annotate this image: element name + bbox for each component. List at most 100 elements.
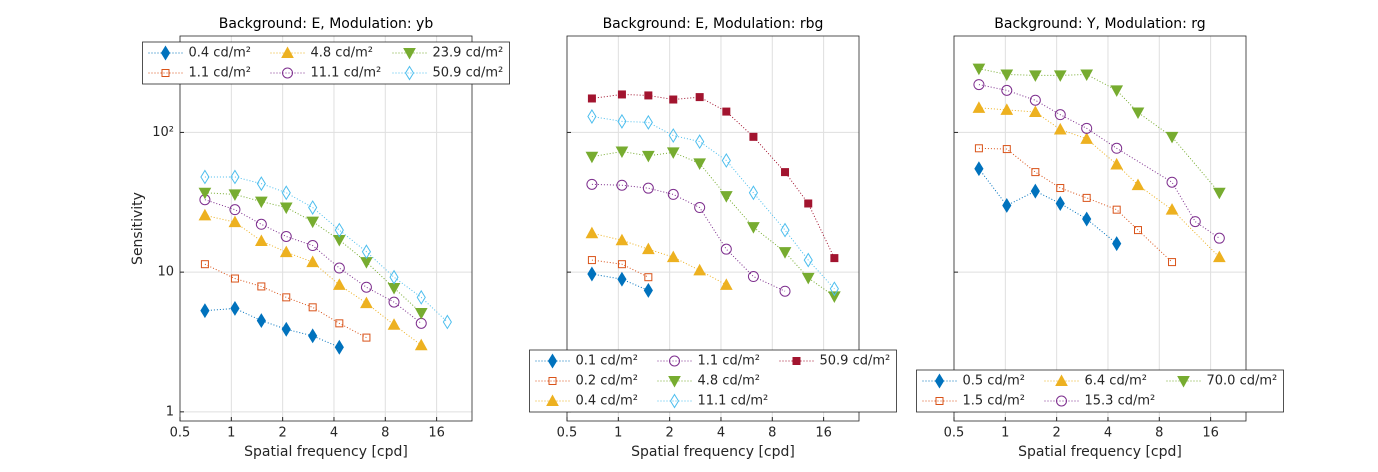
data-point [200, 169, 210, 185]
legend-marker [404, 65, 415, 81]
data-point [668, 128, 678, 143]
legend-label: 0.4 cd/m² [576, 394, 638, 409]
data-point [388, 296, 400, 308]
data-point [228, 215, 242, 228]
data-point [643, 282, 653, 298]
x-axis-label: Spatial frequency [cpd] [244, 444, 408, 460]
data-point [748, 185, 759, 201]
legend-label: 0.5 cd/m² [963, 374, 1025, 389]
data-point [334, 339, 344, 355]
data-point [1029, 70, 1042, 82]
data-point [1055, 196, 1065, 211]
legend-marker [935, 397, 944, 405]
data-point [617, 260, 626, 269]
data-point [1000, 69, 1014, 81]
series-line [204, 263, 367, 339]
x-tick-label: 2 [666, 426, 674, 441]
data-point [360, 281, 372, 293]
data-point [255, 234, 268, 247]
legend-marker [282, 67, 293, 79]
legend-box [529, 349, 897, 413]
data-point [1110, 157, 1124, 170]
data-point [719, 278, 733, 290]
legend-marker [1056, 395, 1067, 407]
data-point [228, 189, 242, 201]
data-point [615, 146, 629, 159]
data-point [1110, 85, 1124, 97]
legend-label: 1.1 cd/m² [698, 354, 760, 369]
y-tick-label: 1 [166, 404, 174, 419]
data-point [587, 266, 597, 282]
x-tick-label: 1 [1001, 426, 1009, 441]
x-tick-label: 8 [1155, 426, 1163, 441]
series-line [591, 93, 835, 259]
legend-label: 50.9 cd/m² [433, 66, 504, 81]
data-point [1112, 236, 1122, 252]
data-point [1133, 226, 1142, 235]
data-point [198, 208, 212, 221]
data-point [644, 273, 653, 282]
data-point [801, 272, 815, 285]
data-point [617, 271, 627, 287]
data-point [281, 185, 291, 201]
data-point [695, 134, 705, 150]
legend-marker [546, 394, 559, 406]
legend-label: 1.1 cd/m² [189, 66, 251, 81]
data-point [414, 307, 428, 320]
legend-label: 70.0 cd/m² [1207, 374, 1278, 389]
x-tick-label: 16 [815, 426, 832, 441]
data-point [973, 79, 985, 91]
legend-label: 0.4 cd/m² [189, 46, 251, 61]
data-point [389, 269, 399, 285]
legend-marker [668, 376, 681, 388]
data-point [642, 150, 655, 163]
x-tick-label: 16 [428, 426, 445, 441]
y-axis-label: Sensitivity [130, 192, 146, 265]
data-point [1053, 70, 1067, 82]
data-point [1111, 142, 1123, 154]
data-point [804, 199, 813, 208]
y-tick-label: 10 [157, 265, 174, 280]
data-point [722, 107, 731, 116]
data-point [666, 147, 680, 159]
data-point [585, 226, 599, 239]
data-point [200, 260, 209, 269]
data-point [585, 151, 599, 164]
x-tick-label: 2 [1053, 426, 1061, 441]
chart-title: Background: E, Modulation: rbg [603, 16, 824, 32]
x-tick-label: 0.5 [557, 426, 578, 441]
legend-label: 15.3 cd/m² [1085, 394, 1156, 409]
data-point [230, 169, 240, 185]
data-point [972, 101, 986, 113]
data-point [279, 202, 293, 215]
data-point [693, 263, 707, 276]
data-point [829, 281, 839, 297]
data-point [282, 293, 291, 302]
data-point [666, 250, 680, 263]
data-point [616, 179, 628, 191]
x-tick-label: 1 [614, 426, 622, 441]
data-point [1031, 168, 1040, 177]
data-point [442, 314, 452, 330]
legend-marker [281, 46, 294, 58]
data-point [1002, 198, 1012, 213]
legend-marker [403, 48, 416, 60]
data-point [1000, 103, 1014, 115]
chart-title: Background: Y, Modulation: rg [994, 16, 1205, 32]
legend-marker [1177, 376, 1190, 388]
chart-title: Background: E, Modulation: yb [219, 16, 434, 32]
data-point [695, 93, 704, 102]
data-point [1056, 184, 1065, 193]
legend-marker [161, 69, 170, 77]
legend-label: 4.8 cd/m² [311, 46, 373, 61]
data-point [335, 319, 344, 328]
data-point [360, 296, 373, 309]
data-point [643, 114, 653, 130]
data-point [200, 303, 210, 319]
data-point [1029, 94, 1041, 106]
data-point [1168, 258, 1177, 267]
plot-frame [953, 35, 1247, 422]
data-point [587, 94, 596, 103]
legend-marker [160, 45, 171, 61]
data-point [642, 242, 655, 255]
